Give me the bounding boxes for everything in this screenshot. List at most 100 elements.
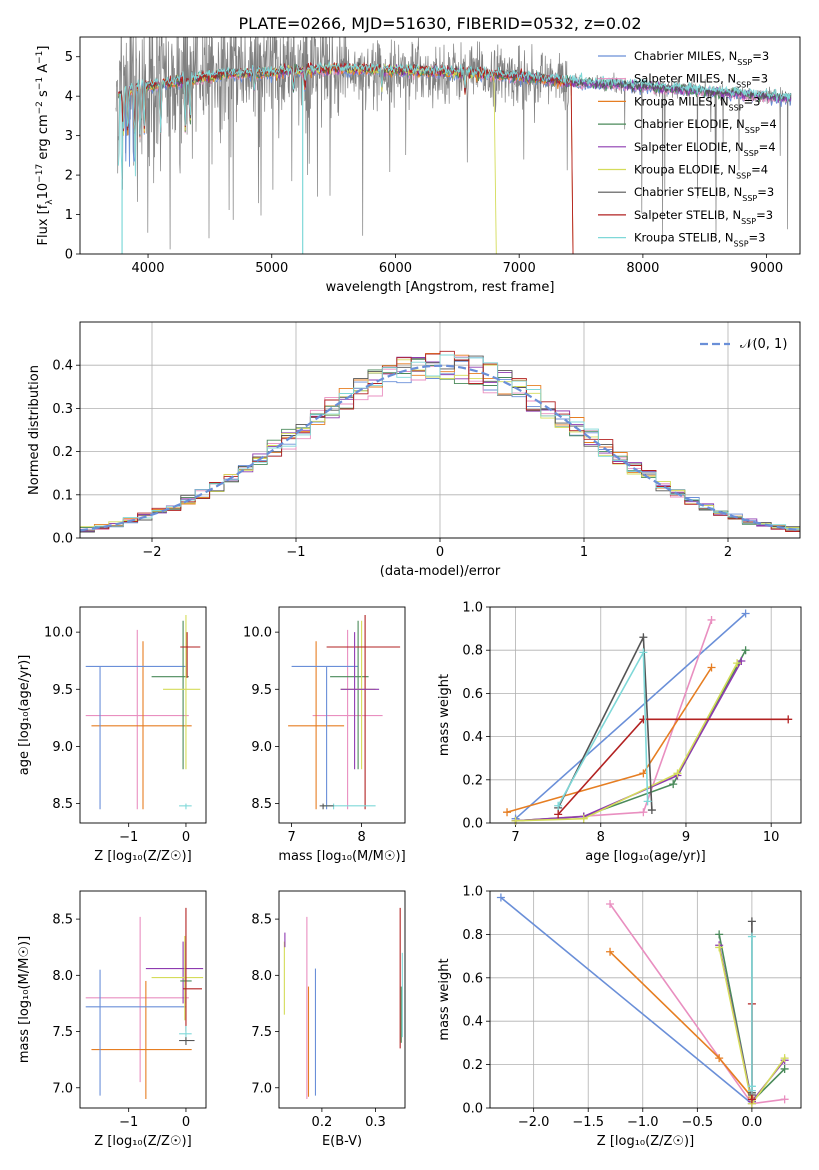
x-tick-label: −1.0	[627, 1115, 659, 1130]
weight-point-marker	[554, 801, 563, 810]
y-axis-label: Flux [fλ10−17 erg cm−2 s−1 A−1]	[35, 46, 55, 246]
legend-entry-name: Chabrier STELIB, N	[634, 185, 742, 199]
y-tick-label: 0.2	[52, 445, 73, 460]
legend-entry-tail: =4	[751, 163, 768, 177]
weight-point-marker	[780, 1095, 789, 1104]
legend-entry: Chabrier MILES, NSSP=3	[634, 49, 769, 67]
x-tick-label: 4000	[131, 261, 164, 276]
legend-entry-tail: =3	[749, 231, 766, 245]
y-tick-label: 0.2	[462, 773, 483, 788]
y-tick-label: 0.6	[462, 971, 483, 986]
x-tick-label: 10	[763, 830, 780, 845]
panels: 4000 5000 6000 7000 8000 9000012345wavelength…	[17, 36, 802, 1149]
y-tick-label: 5	[65, 50, 73, 65]
x-axis-label: E(B-V)	[322, 1134, 362, 1149]
y-axis-label-part: ]	[36, 46, 51, 51]
legend-entry: Chabrier ELODIE, NSSP=4	[634, 117, 777, 135]
age-vs-mass-panel: 7 8 8.5 9.0 9.5 10.0 mass [log₁₀(M/M☉)]	[243, 606, 406, 864]
x-tick-label: 7	[511, 830, 519, 845]
legend-entry-name: Salpeter STELIB, N	[634, 208, 741, 222]
y-axis-label: mass weight	[437, 958, 452, 1040]
y-tick-label: 1.0	[462, 601, 483, 616]
weight-series-line	[557, 718, 789, 815]
x-tick-label: −1	[286, 545, 305, 560]
x-tick-label: 6000	[379, 261, 412, 276]
gaussian-curve	[80, 364, 800, 532]
weight-series-line	[500, 896, 753, 1105]
weight-point-marker	[715, 930, 724, 939]
y-tick-label: 8.5	[251, 913, 272, 928]
y-axis-label-part: −17	[35, 164, 45, 183]
y-tick-label: 0.2	[462, 1058, 483, 1073]
legend-entry-tail: =4	[760, 117, 777, 131]
x-tick-label: 7000	[503, 261, 536, 276]
y-tick-label: 1	[65, 208, 73, 223]
x-tick-label: −1	[119, 830, 138, 845]
x-tick-label: 5000	[255, 261, 288, 276]
x-tick-label: 1	[580, 545, 588, 560]
y-tick-label: 0.6	[462, 687, 483, 702]
mass-vs-EBV-panel: 0.2 0.3 7.0 7.5 8.0 8.5 E(B-V)	[251, 890, 406, 1149]
weight-vs-age-panel: 7 8 9 10 0.0 0.2 0.4 0.6 0.8 1.0 age [log₁₀(age/yr…	[437, 601, 802, 864]
x-axis-label: (data-model)/error	[380, 564, 501, 579]
weight-point-marker	[579, 814, 588, 823]
y-axis-label: Normed distribution	[27, 365, 42, 495]
legend-entry: Salpeter ELODIE, NSSP=4	[634, 140, 776, 158]
legend-entry-name: Kroupa MILES, N	[634, 94, 729, 108]
legend-entry-sub: SSP	[741, 216, 756, 225]
histogram-step-line	[80, 354, 800, 535]
weight-point-marker	[741, 646, 750, 655]
axes-frame	[278, 606, 406, 824]
y-axis-label-part: λ	[45, 199, 55, 205]
x-tick-label: 9000	[750, 261, 783, 276]
legend-entry-sub: SSP	[737, 58, 752, 67]
legend-entry-name: Kroupa ELODIE, N	[634, 163, 736, 177]
legend-entry-name: Chabrier ELODIE, N	[634, 117, 745, 131]
y-tick-label: 7.5	[251, 1025, 272, 1040]
weight-point-marker	[511, 816, 520, 825]
legend-entry-name: Salpeter MILES, N	[634, 72, 736, 86]
x-tick-label: 2	[724, 545, 732, 560]
legend-entry: Kroupa ELODIE, NSSP=4	[634, 163, 768, 181]
legend-entry: Kroupa STELIB, NSSP=3	[634, 231, 765, 249]
weight-point-marker	[747, 917, 756, 926]
y-tick-label: 8.0	[52, 969, 73, 984]
legend-entry-sub: SSP	[729, 103, 744, 112]
legend-entry-tail: =3	[751, 72, 768, 86]
weight-point-marker	[747, 1082, 756, 1091]
x-axis-label: wavelength [Angstrom, rest frame]	[326, 280, 555, 295]
x-tick-label: −0.5	[682, 1115, 714, 1130]
weight-point-marker	[643, 797, 652, 806]
y-tick-label: 9.0	[52, 740, 73, 755]
weight-point-marker	[707, 615, 716, 624]
x-tick-label: 7	[287, 830, 295, 845]
weight-series-line	[506, 667, 713, 813]
legend-entry-sub: SSP	[742, 194, 757, 203]
weight-point-marker	[496, 893, 505, 902]
y-tick-label: 8.5	[251, 797, 272, 812]
legend-entry-tail: =3	[757, 185, 774, 199]
weight-point-marker	[747, 1095, 756, 1104]
axes-frame	[79, 36, 801, 255]
y-tick-label: 10.0	[243, 626, 272, 641]
weight-point-marker	[669, 780, 678, 789]
weight-series-line	[609, 951, 753, 1098]
y-tick-label: 8.0	[251, 969, 272, 984]
legend-entry-tail: =3	[744, 94, 761, 108]
legend-entry: Salpeter MILES, NSSP=3	[634, 72, 768, 90]
x-axis-label: age [log₁₀(age/yr)]	[585, 849, 706, 864]
y-axis-label-part: s	[36, 90, 51, 101]
y-tick-label: 0.3	[52, 402, 73, 417]
weight-series-line	[515, 612, 747, 820]
weight-point-marker	[737, 657, 746, 665]
legend-entry-sub: SSP	[736, 80, 751, 89]
weight-point-marker	[647, 806, 656, 815]
y-tick-label: 10.0	[44, 626, 73, 641]
x-tick-label: 9	[682, 830, 690, 845]
weight-point-marker	[715, 943, 724, 952]
x-tick-label: 0	[182, 830, 190, 845]
legend-entry: Chabrier STELIB, NSSP=3	[634, 185, 774, 203]
legend-entry-tail: =4	[759, 140, 776, 154]
x-tick-label: 0.3	[365, 1115, 386, 1130]
